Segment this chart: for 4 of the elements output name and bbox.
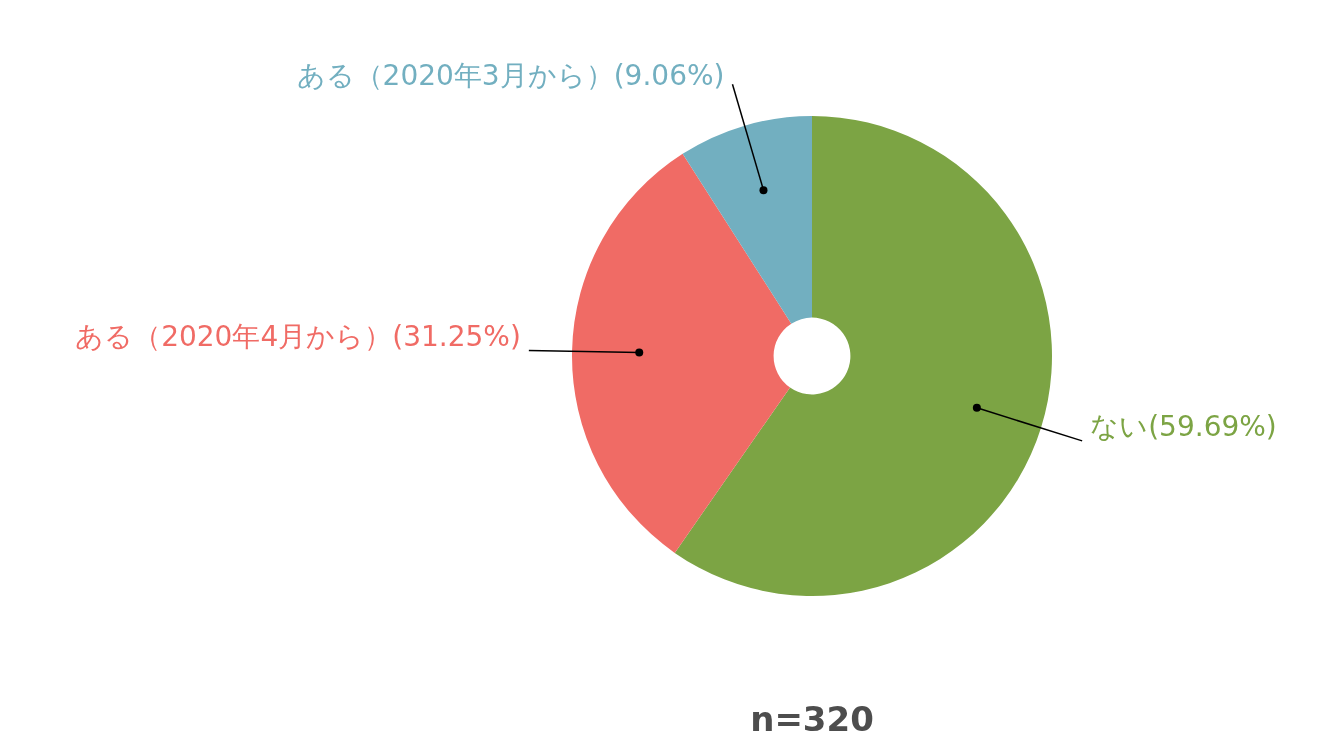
slice-label: ある（2020年4月から）(31.25%): [75, 319, 521, 353]
text: n=320: [750, 698, 874, 739]
slice-label: ない(59.69%): [1090, 410, 1277, 444]
slice-label: ある（2020年3月から）(9.06%): [296, 59, 725, 93]
